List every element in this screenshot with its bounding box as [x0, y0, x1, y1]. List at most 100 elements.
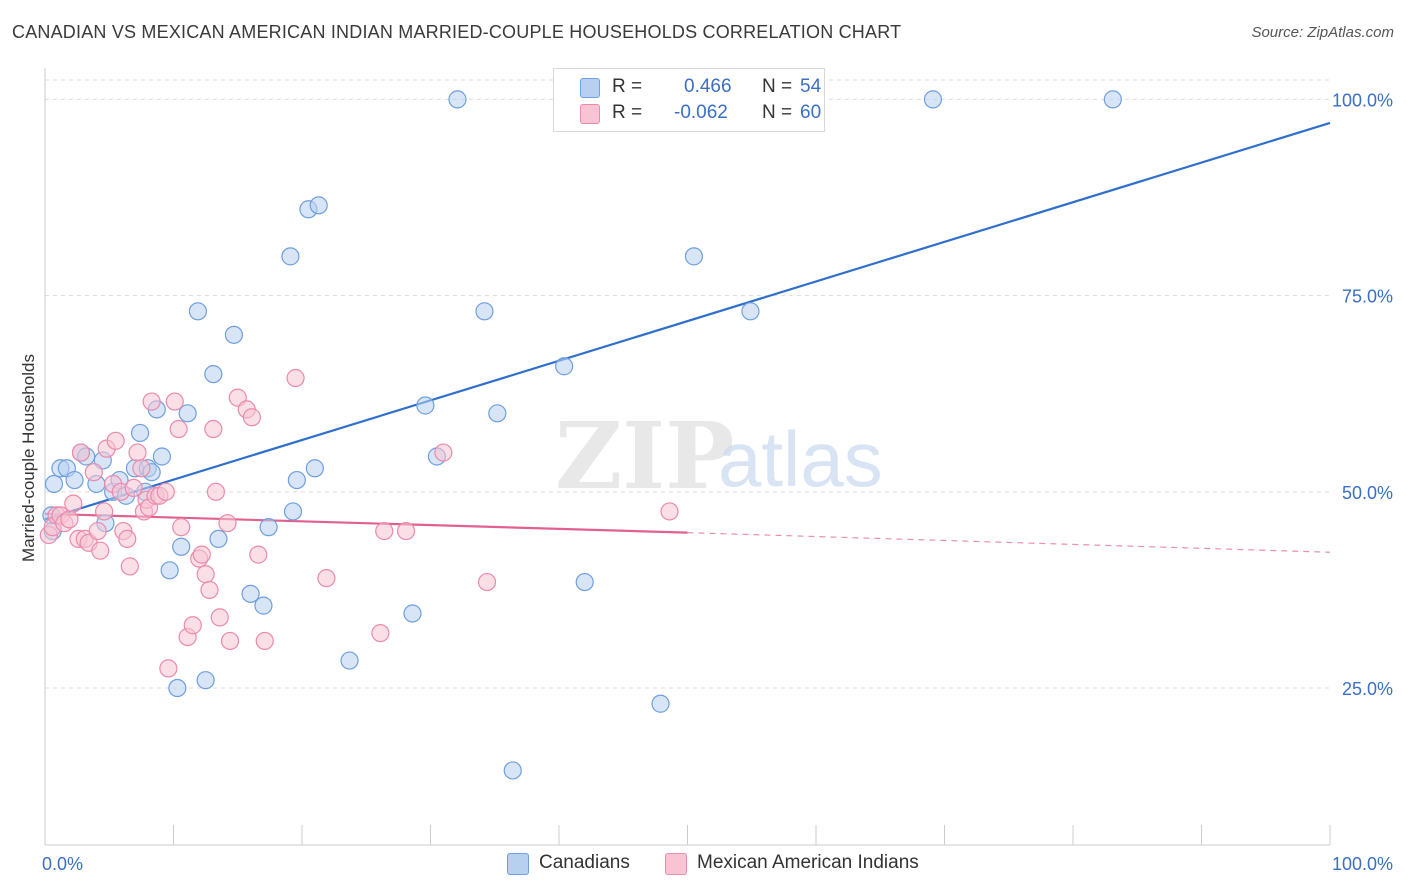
- mexican-point: [434, 443, 453, 462]
- canadians-point: [168, 678, 187, 698]
- canadians-point: [241, 584, 260, 603]
- canadians-point: [684, 247, 704, 266]
- mexican-trend-line-extension: [687, 532, 1331, 553]
- canadians-point: [287, 470, 306, 490]
- mexican-point: [375, 521, 394, 541]
- mexican-point: [132, 459, 151, 478]
- mexican-point: [371, 623, 390, 643]
- canadians-point: [741, 302, 760, 321]
- canadians-point: [555, 357, 574, 376]
- canadians-point: [1103, 90, 1122, 109]
- tick-labels: 25.0% 50.0% 75.0% 100.0% 0.0% 100.0% Married-c…: [19, 90, 1393, 874]
- canadians-point: [305, 459, 324, 478]
- watermark-zip: ZIP: [555, 402, 734, 510]
- canadians-point: [488, 404, 507, 423]
- mexican-point: [220, 631, 240, 651]
- canadians-point: [130, 423, 150, 443]
- canadians-point: [224, 325, 243, 344]
- y-axis-label: Married-couple Households: [19, 354, 38, 562]
- axes: [44, 68, 1331, 846]
- y-tick-label: 50.0%: [1342, 483, 1393, 503]
- mexican-point: [210, 608, 229, 627]
- canadians-point: [651, 694, 670, 713]
- mexican-point: [106, 431, 125, 450]
- mexican-point: [88, 521, 107, 541]
- canadians-point: [575, 572, 594, 592]
- canadians-point: [416, 396, 435, 415]
- mexican-point: [286, 368, 305, 388]
- legend-n-value: 54: [800, 76, 822, 97]
- bottom-legend-label-mexican: Mexican American Indians: [697, 852, 919, 873]
- mexican-point: [60, 510, 79, 529]
- legend-r-value: -0.062: [674, 102, 728, 123]
- y-tick-label: 25.0%: [1342, 679, 1393, 699]
- y-tick-label: 75.0%: [1342, 287, 1393, 307]
- watermark-atlas: atlas: [718, 415, 883, 503]
- y-tick-label: 100.0%: [1332, 90, 1393, 110]
- mexican-point: [142, 392, 161, 411]
- mexican-point: [317, 569, 336, 588]
- grid: [45, 79, 1330, 689]
- mexican-trend-line: [44, 512, 688, 534]
- canadians-point: [475, 302, 494, 321]
- data-points: [39, 90, 1122, 780]
- legend-n-label: N =: [762, 102, 793, 123]
- legend-r-label: R =: [612, 76, 643, 97]
- mexican-point: [660, 502, 679, 521]
- bottom-legend-swatch-canadians: [507, 853, 529, 875]
- mexican-point: [255, 631, 274, 651]
- legend-n-value: 60: [800, 102, 822, 123]
- mexican-point: [249, 545, 268, 564]
- mexican-point: [183, 616, 202, 635]
- chart-title: CANADIAN VS MEXICAN AMERICAN INDIAN MARR…: [12, 22, 902, 42]
- mexican-point: [204, 419, 223, 439]
- canadians-point: [44, 474, 64, 494]
- canadians-point: [204, 364, 223, 384]
- source-label: Source: ZipAtlas.com: [1251, 24, 1394, 41]
- mexican-point: [159, 659, 178, 678]
- mexican-point: [64, 494, 83, 513]
- mexican-point: [120, 557, 139, 576]
- bottom-legend-label-canadians: Canadians: [539, 852, 630, 873]
- mexican-point: [200, 580, 219, 600]
- legend-swatch-mexican: [580, 104, 600, 124]
- mexican-point: [196, 565, 215, 584]
- canadians-trend-line: [44, 121, 1331, 521]
- legend-swatch-canadians: [580, 78, 600, 98]
- trend-lines: [44, 121, 1331, 553]
- canadians-point: [281, 247, 300, 266]
- mexican-point: [118, 529, 137, 549]
- mexican-point: [206, 482, 226, 501]
- mexican-point: [71, 443, 91, 462]
- bottom-legend-swatch-mexican: [665, 853, 687, 875]
- mexican-point: [156, 482, 175, 501]
- canadians-point: [254, 596, 273, 615]
- canadians-point: [178, 404, 197, 423]
- mexican-point: [91, 541, 110, 560]
- canadians-point: [152, 447, 172, 466]
- legend-n-label: N =: [762, 76, 793, 97]
- mexican-point: [124, 478, 143, 497]
- x-tick-label-start: 0.0%: [42, 854, 83, 874]
- canadians-point: [209, 529, 228, 549]
- mexican-point: [169, 419, 188, 439]
- canadians-point: [503, 761, 522, 780]
- mexican-point: [165, 392, 184, 411]
- canadians-point: [309, 196, 328, 215]
- x-tick-label-end: 100.0%: [1332, 854, 1393, 874]
- mexican-point: [192, 545, 211, 564]
- mexican-point: [218, 514, 237, 533]
- legend-r-label: R =: [612, 102, 643, 123]
- legend-r-value: 0.466: [684, 76, 732, 97]
- canadians-point: [160, 561, 179, 580]
- stats-legend: R = 0.466 N = 54 R = -0.062 N = 60: [553, 68, 825, 132]
- mexican-point: [242, 408, 261, 427]
- mexican-point: [477, 572, 497, 592]
- mexican-point: [172, 518, 191, 537]
- canadians-point: [923, 90, 943, 109]
- mexican-point: [128, 443, 147, 462]
- canadians-point: [340, 651, 359, 670]
- mexican-point: [396, 521, 416, 541]
- canadians-point: [172, 537, 191, 556]
